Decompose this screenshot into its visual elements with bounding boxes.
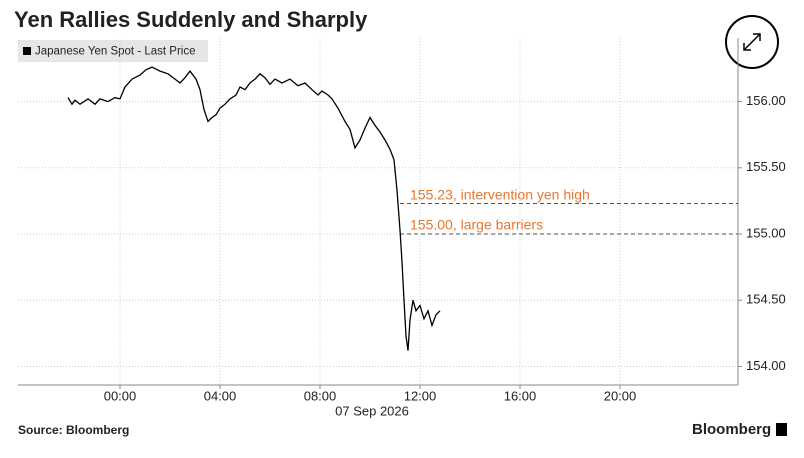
- y-tick-label: 156.00: [746, 93, 786, 108]
- x-tick-label: 08:00: [304, 388, 337, 403]
- brand: Bloomberg: [692, 421, 771, 438]
- x-tick-label: 00:00: [104, 388, 137, 403]
- annotation-label: 155.00, large barriers: [410, 217, 543, 233]
- x-tick-label: 12:00: [404, 388, 437, 403]
- expand-button[interactable]: [725, 15, 779, 69]
- chart-title: Yen Rallies Suddenly and Sharply: [14, 7, 368, 32]
- source: Source: Bloomberg: [18, 423, 129, 437]
- x-tick-label: 04:00: [204, 388, 237, 403]
- legend-label: Japanese Yen Spot - Last Price: [35, 46, 195, 58]
- legend-swatch: [23, 47, 31, 55]
- legend-box: [18, 40, 208, 62]
- y-tick-label: 154.50: [746, 292, 786, 307]
- price-line: [67, 66, 441, 351]
- y-tick-label: 155.00: [746, 225, 786, 240]
- y-tick-label: 154.00: [746, 358, 786, 373]
- brand-icon: [776, 423, 787, 436]
- x-axis-label: 07 Sep 2026: [335, 403, 409, 418]
- x-tick-label: 16:00: [504, 388, 537, 403]
- y-tick-label: 155.50: [746, 159, 786, 174]
- x-tick-label: 20:00: [604, 388, 637, 403]
- annotation-label: 155.23, intervention yen high: [410, 186, 590, 202]
- expand-icon[interactable]: [743, 33, 761, 51]
